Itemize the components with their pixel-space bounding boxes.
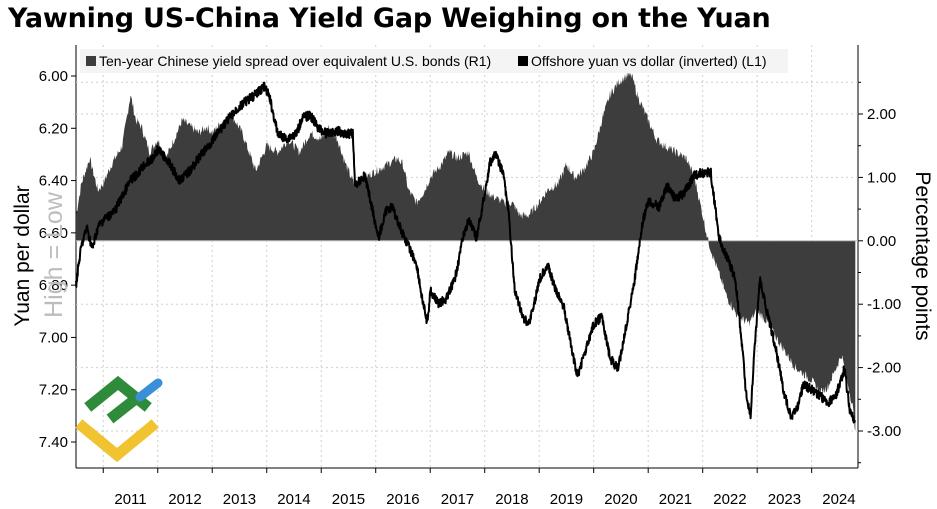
x-tick-label: 2011 [114, 491, 146, 508]
inverted-scale-watermark: High = Low [40, 191, 68, 318]
right-axis-title: Percentage points [911, 171, 934, 340]
gridlines [76, 45, 858, 468]
left-axis-title: Yuan per dollar [11, 185, 34, 326]
left-tick-label: 6.20 [39, 120, 68, 137]
x-tick-label: 2023 [768, 491, 801, 508]
legend-label-yuan: Offshore yuan vs dollar (inverted) (L1) [531, 53, 767, 69]
left-tick-label: 6.00 [39, 68, 68, 85]
left-tick-label: 6.80 [39, 277, 68, 294]
series-layer [75, 71, 858, 431]
x-tick-label: 2021 [659, 491, 692, 508]
left-tick-label: 6.60 [39, 225, 68, 242]
x-tick-label: 2022 [713, 491, 746, 508]
x-tick-label: 2015 [332, 491, 365, 508]
right-tick-label: -3.00 [867, 423, 901, 440]
right-tick-label: 0.00 [867, 233, 896, 250]
right-tick-label: 1.00 [867, 169, 896, 186]
left-tick-label: 7.00 [39, 329, 68, 346]
legend-background [80, 49, 788, 73]
x-tick-label: 2016 [386, 491, 419, 508]
legend: Ten-year Chinese yield spread over equiv… [80, 49, 788, 73]
right-tick-label: -2.00 [867, 360, 901, 377]
yuan-line [75, 81, 856, 424]
x-tick-label: 2018 [495, 491, 528, 508]
x-tick-label: 2013 [223, 491, 256, 508]
x-tick-label: 2020 [604, 491, 637, 508]
right-tick-label: -1.00 [867, 296, 901, 313]
left-tick-label: 7.20 [39, 382, 68, 399]
x-tick-label: 2017 [441, 491, 474, 508]
legend-swatch-spread [86, 56, 96, 66]
logo-icon [75, 375, 163, 463]
left-tick-label: 7.40 [39, 434, 68, 451]
ticks: 6.00 6.20 6.40 6.60 6.80 7.00 7.20 7.40 2.00 1.00… [39, 68, 901, 508]
left-tick-label: 6.40 [39, 173, 68, 190]
legend-swatch-yuan [518, 56, 528, 66]
legend-label-spread: Ten-year Chinese yield spread over equiv… [99, 53, 491, 69]
chart-title: Yawning US-China Yield Gap Weighing on t… [8, 3, 771, 34]
x-tick-label: 2019 [550, 491, 583, 508]
spread-area [76, 71, 856, 431]
right-tick-label: 2.00 [867, 106, 896, 123]
x-tick-label: 2014 [277, 491, 310, 508]
x-tick-label: 2012 [168, 491, 201, 508]
x-tick-label: 2024 [822, 491, 855, 508]
